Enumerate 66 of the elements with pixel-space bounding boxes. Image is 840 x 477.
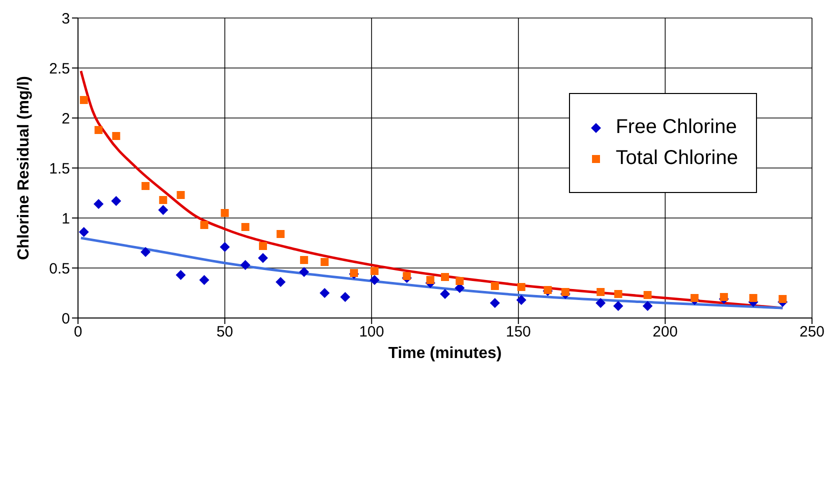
x-axis-title: Time (minutes) (388, 345, 502, 362)
point (778, 295, 787, 303)
y-axis-title: Chlorine Residual (mg/l) (16, 76, 33, 260)
point (158, 205, 168, 215)
point (241, 223, 250, 231)
point (517, 283, 526, 291)
y-tick-label: 3 (62, 10, 70, 28)
point (426, 276, 434, 284)
point (142, 182, 150, 190)
point (642, 301, 653, 311)
x-tick-label: 50 (216, 324, 234, 341)
point (276, 230, 285, 238)
legend-label: Free Chlorine (616, 116, 737, 139)
point (200, 221, 208, 229)
y-tick-label: 2.5 (49, 60, 70, 78)
y-tick-label: 0.5 (49, 260, 70, 278)
point (78, 227, 89, 237)
point (276, 277, 286, 287)
point (402, 272, 411, 280)
point (159, 196, 168, 204)
x-tick-label: 150 (506, 324, 531, 341)
y-tick-label: 2 (62, 110, 70, 128)
point (370, 275, 380, 285)
point (561, 288, 570, 296)
point (690, 294, 699, 302)
point (220, 242, 230, 252)
point (176, 191, 185, 199)
x-tick-label: 0 (74, 324, 82, 341)
legend-label: Total Chlorine (616, 147, 738, 170)
point (340, 292, 350, 302)
point (749, 294, 758, 302)
point (440, 289, 450, 299)
point (176, 270, 186, 280)
point (258, 253, 268, 263)
point (596, 298, 606, 308)
y-tick-label: 1 (62, 210, 70, 228)
point (613, 301, 624, 311)
point (490, 282, 499, 290)
point (456, 277, 464, 285)
point (299, 267, 310, 277)
point (614, 290, 622, 298)
point (258, 242, 267, 250)
y-tick-label: 1.5 (49, 160, 70, 178)
point (80, 96, 88, 104)
point (644, 291, 652, 299)
point (240, 260, 250, 270)
x-tick-label: 200 (652, 324, 678, 341)
point (220, 209, 229, 217)
point (112, 132, 120, 140)
point (370, 267, 379, 275)
point (94, 199, 104, 209)
point (140, 247, 151, 257)
point (596, 288, 605, 296)
point (199, 275, 210, 285)
point (94, 126, 103, 134)
x-tick-label: 100 (359, 324, 384, 341)
point (441, 273, 449, 281)
point (490, 298, 500, 308)
x-tick-label: 250 (799, 324, 825, 341)
point (516, 295, 526, 305)
y-tick-label: 0 (62, 310, 70, 328)
point (300, 256, 308, 264)
point (111, 196, 122, 206)
point (320, 258, 329, 266)
point (320, 288, 330, 298)
point (720, 293, 728, 301)
